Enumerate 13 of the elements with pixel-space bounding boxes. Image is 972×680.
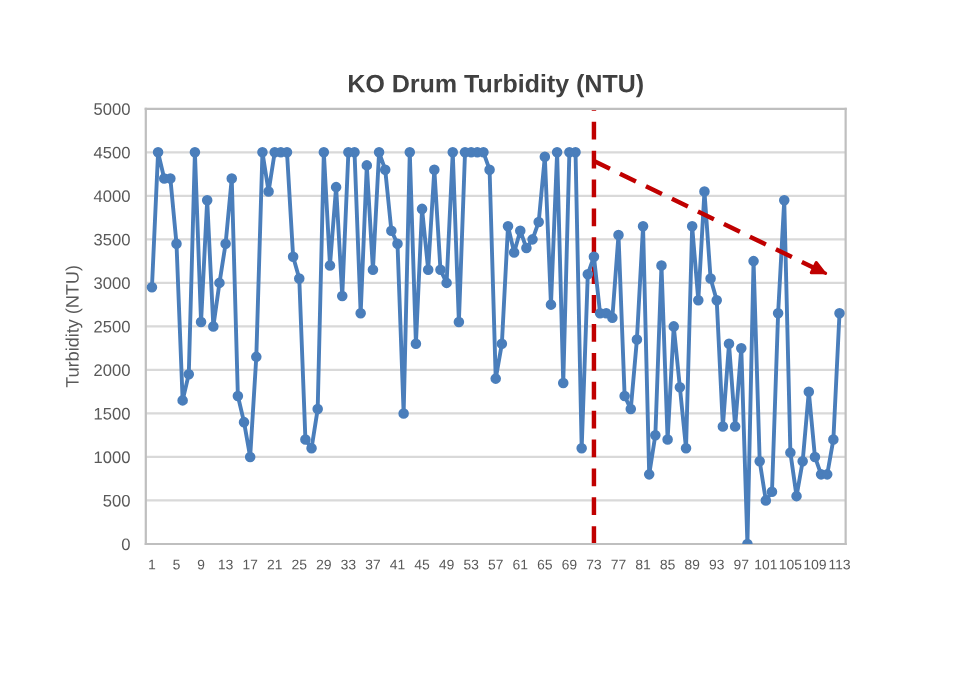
y-tick-label: 1500 — [94, 407, 130, 420]
y-tick-label: 4000 — [93, 190, 130, 203]
y-tick-label: 2500 — [94, 320, 130, 333]
y-tick-label: 3500 — [94, 233, 130, 246]
y-tick-label: 2000 — [94, 364, 130, 377]
y-tick-label: 3000 — [94, 277, 130, 290]
y-axis-title: Turbidity (NTU) — [65, 266, 83, 388]
y-tick-label: 5000 — [94, 103, 130, 115]
y-tick-label: 0 — [121, 538, 130, 551]
chart-title: KO Drum Turbidity (NTU) — [349, 74, 643, 98]
y-tick-label: 4500 — [93, 146, 130, 159]
y-tick-label: 1000 — [94, 451, 130, 464]
y-tick-label: 500 — [103, 494, 130, 507]
